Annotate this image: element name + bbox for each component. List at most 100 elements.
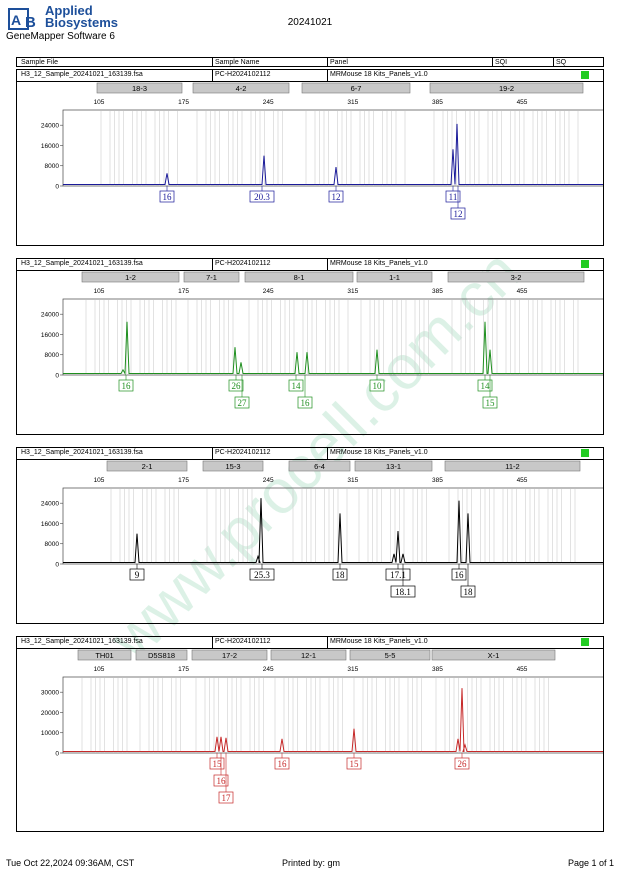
- marker-bin[interactable]: 2-1: [106, 460, 188, 472]
- allele-call[interactable]: 14: [288, 375, 304, 392]
- allele-call[interactable]: 17: [218, 753, 234, 804]
- electropherogram-plot: 1-2 7-1 8-1 1-1 3-2 105 175 245 315 385 455 24000 16…: [41, 271, 603, 409]
- allele-call[interactable]: 12: [450, 186, 466, 220]
- allele-call[interactable]: 9: [129, 564, 145, 581]
- svg-text:A: A: [11, 12, 21, 28]
- marker-bin[interactable]: TH01: [77, 649, 132, 661]
- x-tick-label: 245: [263, 477, 274, 484]
- sample-info-row: H3_12_Sample_20241021_163139.fsa PC-H2024…: [17, 70, 603, 82]
- y-tick-label: 16000: [41, 332, 59, 339]
- allele-call[interactable]: 16: [274, 753, 290, 770]
- allele-call[interactable]: 16: [118, 375, 134, 392]
- y-tick-label: 24000: [41, 501, 59, 508]
- column-sample-name: Sample Name: [215, 59, 260, 66]
- allele-call[interactable]: 17.1: [385, 564, 411, 581]
- marker-bin[interactable]: 6-4: [288, 460, 351, 472]
- x-tick-label: 105: [94, 288, 105, 295]
- allele-call[interactable]: 14: [477, 375, 493, 392]
- marker-label: 11-2: [505, 462, 519, 471]
- allele-label: 16: [217, 776, 227, 786]
- allele-label: 18.1: [395, 587, 411, 597]
- brand-name: Applied Biosystems: [45, 4, 118, 29]
- allele-label: 9: [135, 570, 140, 580]
- marker-label: 19-2: [499, 84, 514, 93]
- marker-bin[interactable]: 5-5: [349, 649, 431, 661]
- bin-lines: [433, 111, 579, 186]
- allele-call[interactable]: 18.1: [390, 564, 416, 598]
- allele-call[interactable]: 10: [369, 375, 385, 392]
- marker-bin[interactable]: 15-3: [202, 460, 264, 472]
- allele-call[interactable]: 26: [228, 375, 244, 392]
- x-tick-label: 455: [517, 99, 528, 106]
- marker-label: 13-1: [386, 462, 401, 471]
- marker-bin[interactable]: 8-1: [244, 271, 354, 283]
- allele-label: 15: [486, 398, 496, 408]
- x-tick-label: 105: [94, 477, 105, 484]
- marker-bin[interactable]: 17-2: [191, 649, 268, 661]
- marker-label: 6-4: [314, 462, 325, 471]
- marker-bin[interactable]: 4-2: [192, 82, 290, 94]
- bin-lines: [274, 678, 343, 753]
- x-tick-label: 105: [94, 666, 105, 673]
- sq-status-indicator: [581, 638, 589, 646]
- allele-label: 16: [278, 759, 288, 769]
- y-tick-label: 20000: [41, 710, 59, 717]
- bin-lines: [451, 300, 579, 375]
- allele-label: 25.3: [254, 570, 270, 580]
- marker-bin[interactable]: 7-1: [183, 271, 240, 283]
- marker-label: 17-2: [222, 651, 237, 660]
- x-tick-label: 175: [178, 99, 189, 106]
- marker-bin[interactable]: 1-1: [356, 271, 433, 283]
- marker-bin[interactable]: 13-1: [354, 460, 433, 472]
- marker-bin[interactable]: 11-2: [444, 460, 581, 472]
- marker-bin[interactable]: D5S818: [135, 649, 188, 661]
- x-tick-label: 455: [517, 666, 528, 673]
- marker-label: TH01: [95, 651, 113, 660]
- marker-label: 12-1: [301, 651, 316, 660]
- y-tick-label: 16000: [41, 143, 59, 150]
- marker-bin[interactable]: 1-2: [81, 271, 180, 283]
- x-tick-label: 315: [347, 666, 358, 673]
- allele-call[interactable]: 15: [346, 753, 362, 770]
- allele-call[interactable]: 12: [328, 186, 344, 203]
- bin-lines: [196, 111, 283, 186]
- marker-bin[interactable]: 18-3: [96, 82, 183, 94]
- allele-label: 12: [332, 192, 341, 202]
- allele-call[interactable]: 26: [454, 753, 470, 770]
- allele-call[interactable]: 27: [234, 375, 250, 409]
- bin-lines: [100, 111, 178, 186]
- allele-call[interactable]: 25.3: [249, 564, 275, 581]
- marker-label: 8-1: [294, 273, 305, 282]
- allele-call[interactable]: 16: [213, 753, 229, 787]
- bin-lines: [360, 300, 429, 375]
- marker-bin[interactable]: 3-2: [447, 271, 585, 283]
- signal-trace: [63, 123, 603, 185]
- allele-call[interactable]: 18: [460, 564, 476, 598]
- bin-lines: [448, 489, 576, 564]
- panel-name: MRMouse 18 Kits_Panels_v1.0: [330, 71, 428, 78]
- x-tick-label: 455: [517, 288, 528, 295]
- allele-call[interactable]: 20.3: [249, 186, 275, 203]
- sample-info-row: H3_12_Sample_20241021_163139.fsa PC-H2024…: [17, 637, 603, 649]
- column-sq: SQ: [556, 59, 567, 66]
- printed-by: Printed by: gm: [282, 858, 341, 868]
- allele-call[interactable]: 18: [332, 564, 348, 581]
- x-tick-label: 105: [94, 99, 105, 106]
- allele-call[interactable]: 15: [209, 753, 225, 770]
- allele-call[interactable]: 15: [482, 375, 498, 409]
- applied-biosystems-logo: A B: [8, 8, 36, 31]
- bin-lines: [187, 300, 234, 375]
- allele-call[interactable]: 16: [159, 186, 175, 203]
- allele-label: 16: [163, 192, 173, 202]
- svg-text:B: B: [25, 14, 36, 31]
- allele-call[interactable]: 11: [445, 186, 461, 203]
- y-tick-label: 0: [55, 373, 59, 380]
- sample-name: PC-H2024102112: [215, 638, 271, 645]
- marker-bin[interactable]: 6-7: [301, 82, 411, 94]
- marker-bin[interactable]: 19-2: [429, 82, 584, 94]
- marker-bin[interactable]: 12-1: [270, 649, 347, 661]
- marker-bin[interactable]: X-1: [431, 649, 556, 661]
- allele-call[interactable]: 16: [297, 375, 313, 409]
- allele-call[interactable]: 16: [451, 564, 467, 581]
